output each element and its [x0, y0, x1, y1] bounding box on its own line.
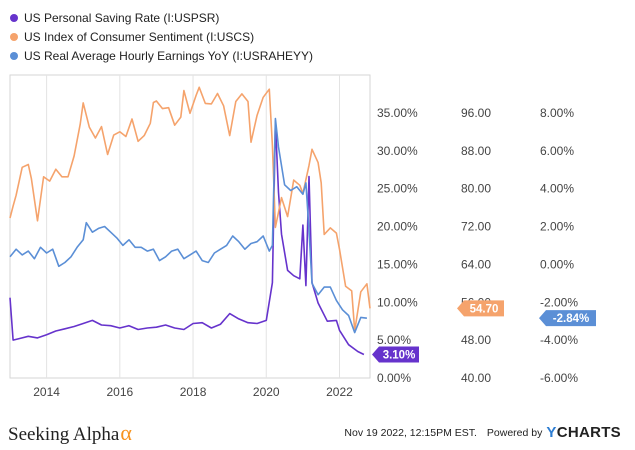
- y-tick-label-earnings: -6.00%: [540, 371, 578, 385]
- ycharts-logo-y: Y: [546, 424, 557, 441]
- plot-area: [9, 74, 371, 379]
- last-value-label-sentiment: 54.70: [470, 303, 499, 315]
- last-value-badge-saving: [372, 346, 419, 363]
- last-value-badge-earnings: [539, 310, 596, 327]
- ycharts-logo[interactable]: YCHARTS: [546, 424, 621, 441]
- powered-by-label: Powered by: [486, 426, 543, 439]
- legend-label-consumer-sentiment: US Index of Consumer Sentiment (I:USCS): [24, 29, 255, 44]
- legend-label-saving-rate: US Personal Saving Rate (I:USPSR): [24, 10, 220, 25]
- y-tick-label-earnings: 4.00%: [540, 182, 574, 196]
- y-tick-label-sentiment: 40.00: [461, 371, 491, 385]
- y-tick-label-sentiment: 80.00: [461, 182, 491, 196]
- legend-item-saving-rate[interactable]: US Personal Saving Rate (I:USPSR): [10, 8, 313, 27]
- legend-item-hourly-earnings[interactable]: US Real Average Hourly Earnings YoY (I:U…: [10, 46, 313, 65]
- y-tick-label-sentiment: 48.00: [461, 333, 491, 347]
- seeking-alpha-logo[interactable]: Seeking Alphaα: [8, 420, 132, 446]
- legend-swatch-hourly-earnings: [10, 51, 18, 60]
- last-value-label-saving: 3.10%: [383, 350, 416, 362]
- y-tick-label-saving: 5.00%: [377, 333, 411, 347]
- y-tick-label-earnings: -4.00%: [540, 333, 578, 347]
- x-tick-label: 2014: [33, 385, 60, 399]
- last-value-badge-sentiment: [457, 300, 504, 317]
- legend: US Personal Saving Rate (I:USPSR) US Ind…: [10, 8, 313, 65]
- last-value-label-earnings: -2.84%: [553, 313, 589, 325]
- y-tick-label-earnings: 8.00%: [540, 106, 574, 120]
- footer-credits: Nov 19 2022, 12:15PM EST. Powered by YCH…: [344, 424, 621, 441]
- series-line-earnings: [9, 117, 368, 334]
- y-tick-label-earnings: 0.00%: [540, 257, 574, 271]
- legend-swatch-saving-rate: [10, 13, 18, 22]
- timestamp: Nov 19 2022, 12:15PM EST.: [344, 426, 477, 439]
- series-line-sentiment: [9, 86, 371, 332]
- y-tick-label-sentiment: 64.00: [461, 257, 491, 271]
- legend-item-consumer-sentiment[interactable]: US Index of Consumer Sentiment (I:USCS): [10, 27, 313, 46]
- y-tick-label-saving: 0.00%: [377, 371, 411, 385]
- legend-label-hourly-earnings: US Real Average Hourly Earnings YoY (I:U…: [24, 48, 314, 63]
- y-tick-label-earnings: 6.00%: [540, 144, 574, 158]
- x-tick-label: 2016: [106, 385, 133, 399]
- x-tick-label: 2022: [326, 385, 353, 399]
- y-tick-label-sentiment: 72.00: [461, 220, 491, 234]
- y-tick-label-saving: 20.00%: [377, 220, 418, 234]
- x-tick-label: 2020: [253, 385, 280, 399]
- alpha-symbol: α: [120, 420, 132, 445]
- footer: Seeking Alphaα Nov 19 2022, 12:15PM EST.…: [0, 414, 635, 450]
- chart: 2014 2016 2018 2020 2022 0.00% 5.00% 10.00% 15.0…: [9, 74, 596, 399]
- y-tick-label-saving: 15.00%: [377, 257, 418, 271]
- y-tick-label-saving: 25.00%: [377, 182, 418, 196]
- y-tick-label-saving: 30.00%: [377, 144, 418, 158]
- seeking-alpha-wordmark: Seeking Alpha: [8, 424, 120, 445]
- y-tick-label-earnings: 2.00%: [540, 220, 574, 234]
- y-tick-label-saving: 35.00%: [377, 106, 418, 120]
- ycharts-logo-rest: CHARTS: [556, 424, 621, 441]
- x-tick-label: 2018: [180, 385, 207, 399]
- legend-swatch-consumer-sentiment: [10, 32, 18, 41]
- y-tick-label-earnings: -2.00%: [540, 295, 578, 309]
- y-tick-label-sentiment: 88.00: [461, 144, 491, 158]
- y-tick-label-sentiment: 96.00: [461, 106, 491, 120]
- series-line-saving: [9, 121, 365, 356]
- y-tick-label-saving: 10.00%: [377, 295, 418, 309]
